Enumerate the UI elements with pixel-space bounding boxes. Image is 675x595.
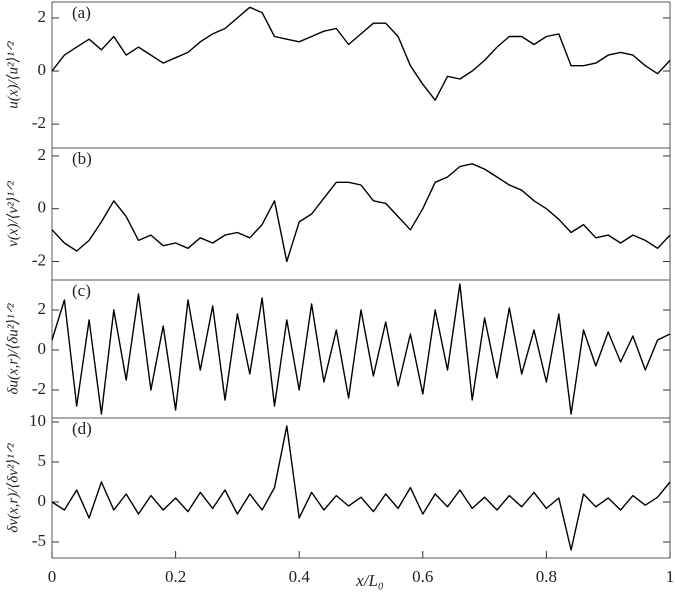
- y-tick-label: -2: [32, 250, 46, 269]
- signal-line: [51, 163, 671, 263]
- x-tick-label: 1: [666, 567, 675, 586]
- y-tick-label: 0: [38, 198, 47, 217]
- y-axis-label: u(x)/⟨u²⟩¹ᐟ²: [5, 41, 21, 109]
- panel-label: (a): [72, 3, 91, 22]
- x-tick-label: 0.2: [165, 567, 186, 586]
- panel-frame: [51, 1, 671, 149]
- y-tick-label: -2: [32, 379, 46, 398]
- y-tick-label: 10: [29, 411, 46, 430]
- y-axis-label: δu(x,r)/⟨δu²⟩¹ᐟ²: [5, 303, 21, 394]
- y-tick-label: 0: [38, 491, 47, 510]
- panel-label: (c): [72, 281, 91, 300]
- signal-line: [51, 6, 671, 101]
- panel-frame: [51, 417, 671, 559]
- panel-label: (d): [72, 419, 92, 438]
- x-tick-label: 0: [48, 567, 57, 586]
- x-tick-label: 0.4: [289, 567, 311, 586]
- y-tick-label: 5: [38, 451, 47, 470]
- y-tick-label: 2: [38, 145, 47, 164]
- signal-line: [51, 283, 671, 415]
- x-tick-label: 0.6: [412, 567, 433, 586]
- y-axis-label: v(x)/⟨v²⟩¹ᐟ²: [5, 181, 21, 247]
- y-tick-label: 2: [38, 7, 47, 26]
- panel-label: (b): [72, 149, 92, 168]
- y-axis-label: δv(x,r)/⟨δv²⟩¹ᐟ²: [5, 443, 21, 533]
- y-tick-label: 0: [38, 60, 47, 79]
- x-tick-label: 0.8: [536, 567, 557, 586]
- y-tick-label: 0: [38, 339, 47, 358]
- x-axis-label: x/L₀: [355, 571, 384, 590]
- signal-line: [51, 425, 671, 551]
- y-tick-label: -5: [32, 531, 46, 550]
- panel-frame: [51, 147, 671, 281]
- panel-frame: [51, 279, 671, 419]
- y-tick-label: -2: [32, 113, 46, 132]
- y-tick-label: 2: [38, 299, 47, 318]
